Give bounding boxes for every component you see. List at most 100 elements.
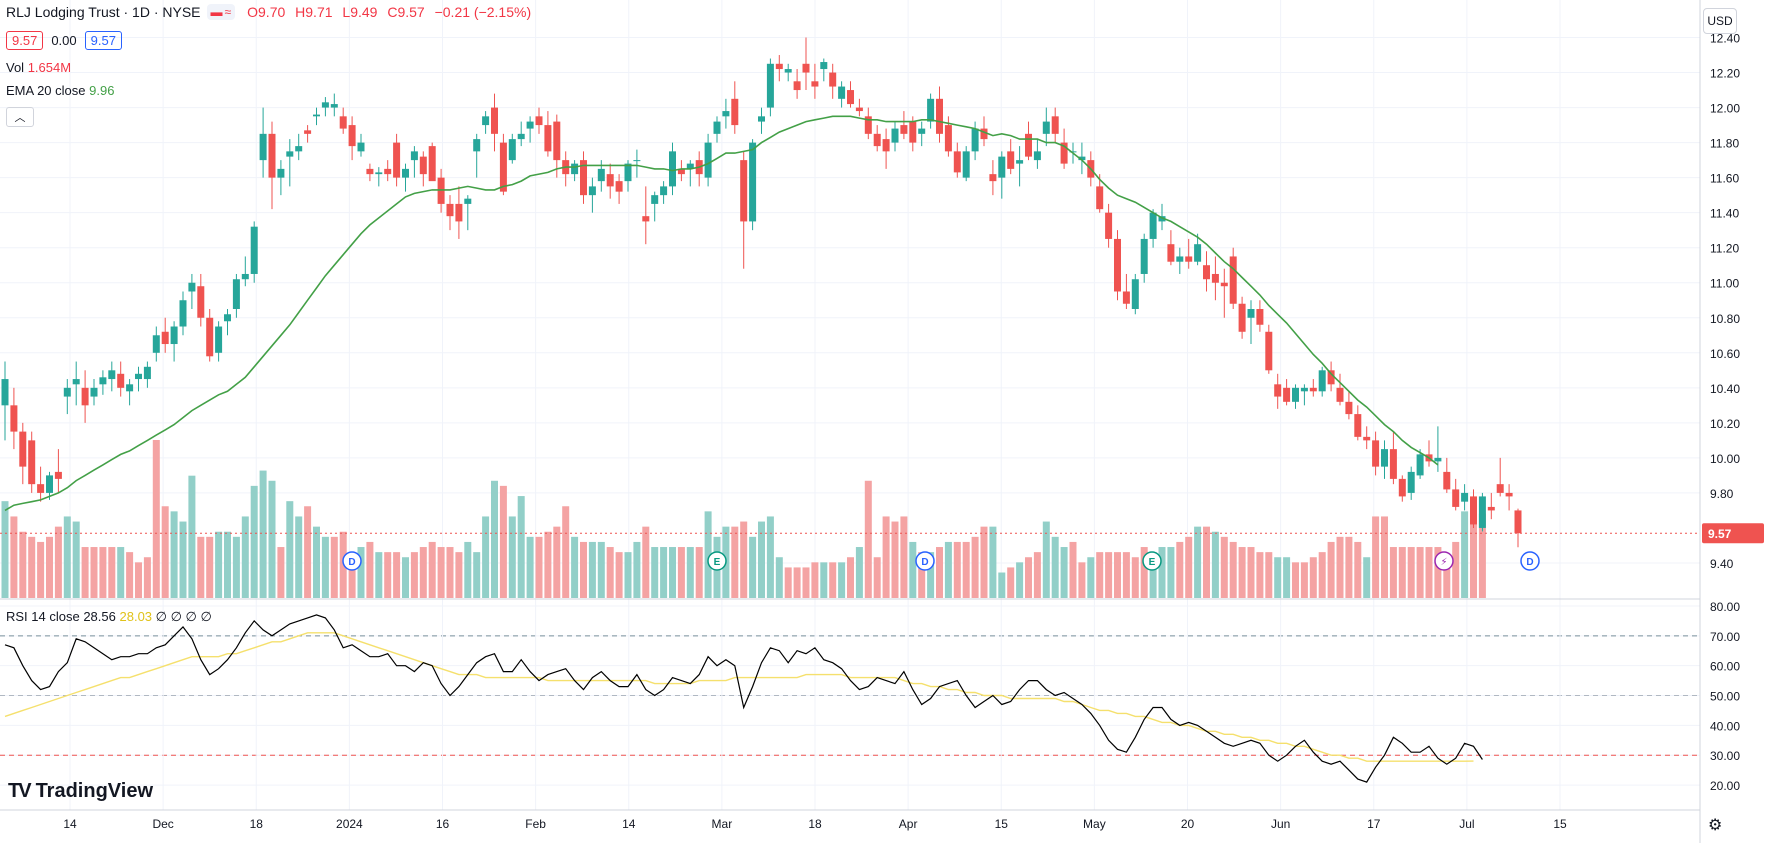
volume-bar: [330, 536, 338, 598]
time-tick-label: Feb: [525, 817, 546, 831]
volume-bar: [143, 557, 151, 598]
volume-bar: [464, 541, 472, 598]
candle-body: [81, 387, 89, 406]
price-tick-label: 9.40: [1710, 557, 1734, 571]
volume-bar: [615, 552, 623, 598]
volume-bar: [1265, 552, 1273, 598]
volume-bar: [224, 531, 231, 598]
rsi-legend[interactable]: RSI 14 close 28.56 28.03 ∅ ∅ ∅ ∅: [6, 609, 212, 625]
currency-button[interactable]: USD: [1703, 8, 1737, 34]
volume-bar: [1354, 541, 1362, 598]
volume-bar: [170, 511, 178, 598]
volume-bar: [135, 562, 142, 598]
symbol-title[interactable]: RLJ Lodging Trust · 1D · NYSE: [6, 4, 201, 20]
candle-body: [615, 181, 623, 192]
high-value: H9.71: [295, 4, 333, 20]
collapse-legend-button[interactable]: ︿: [6, 107, 34, 127]
volume-legend[interactable]: Vol 1.654M: [6, 60, 71, 75]
candle-body: [357, 142, 365, 152]
candle-body: [19, 431, 27, 467]
candle-body: [1042, 121, 1050, 134]
symbol-header[interactable]: RLJ Lodging Trust · 1D · NYSE ▬ ≈ O9.70 H…: [6, 4, 531, 20]
candle-body: [393, 142, 401, 178]
volume-bar: [232, 536, 240, 598]
candle-body: [1185, 256, 1193, 262]
ema-legend[interactable]: EMA 20 close 9.96: [6, 83, 114, 98]
candle-body: [90, 387, 98, 397]
candle-body: [321, 102, 329, 108]
volume-bar: [188, 475, 196, 598]
candle-body: [1194, 244, 1202, 262]
candle-body: [37, 484, 45, 493]
volume-bar: [46, 536, 53, 598]
volume-bar: [731, 526, 739, 598]
price-tick-label: 10.40: [1710, 382, 1740, 396]
time-tick-label: Apr: [899, 817, 918, 831]
volume-bar: [900, 516, 908, 598]
candle-body: [1443, 471, 1451, 490]
price-tick-label: 11.60: [1710, 172, 1739, 186]
candle-body: [197, 286, 205, 318]
candle-body: [259, 133, 267, 161]
volume-bar: [393, 552, 401, 598]
candle-body: [704, 142, 712, 178]
candle-body: [1078, 156, 1086, 161]
header-pill[interactable]: ▬ ≈: [206, 4, 236, 20]
last-price-box: [1702, 523, 1764, 544]
candle-body: [802, 63, 810, 73]
volume-bar: [740, 521, 748, 598]
volume-bar: [677, 547, 685, 598]
candle-body: [642, 216, 650, 222]
volume-bar: [962, 541, 970, 598]
rsi-extra: ∅ ∅ ∅ ∅: [155, 609, 212, 624]
volume-bar: [758, 521, 765, 598]
candle-body: [998, 156, 1006, 178]
time-tick-label: 17: [1367, 817, 1381, 831]
candle-body: [63, 387, 71, 397]
brand-name: TradingView: [35, 780, 154, 802]
candle-body: [1167, 244, 1175, 262]
volume-bar: [1363, 557, 1371, 598]
candle-body: [953, 151, 961, 173]
candle-body: [633, 160, 641, 162]
ask-box[interactable]: 9.57: [84, 31, 122, 50]
candle-body: [962, 151, 970, 178]
candle-body: [1407, 471, 1415, 493]
volume-bar: [651, 547, 659, 598]
candle-body: [419, 156, 427, 175]
time-tick-label: 2024: [336, 817, 363, 831]
bid-box[interactable]: 9.57: [6, 31, 44, 50]
volume-bar: [1274, 557, 1282, 598]
time-tick-label: May: [1083, 817, 1106, 831]
candle-body: [571, 163, 579, 175]
tradingview-logo[interactable]: TV TradingView: [8, 780, 153, 803]
volume-bar: [624, 552, 632, 598]
event-marker-dividend: [1520, 551, 1540, 571]
volume-bar: [259, 470, 267, 598]
volume-bar: [1372, 516, 1380, 598]
candle-body: [215, 326, 223, 353]
price-tick-label: 11.80: [1710, 137, 1739, 151]
candle-body: [1131, 279, 1139, 309]
price-tick-label: 12.20: [1710, 67, 1740, 81]
volume-bar: [1398, 547, 1406, 598]
candle-body: [1247, 309, 1255, 318]
event-marker-dividend: [915, 551, 935, 571]
volume-bar: [1167, 547, 1175, 598]
volume-bar: [37, 541, 45, 598]
candle-body: [944, 125, 952, 152]
volume-bar: [482, 516, 490, 598]
candle-body: [277, 168, 285, 178]
volume-bar: [873, 557, 881, 598]
time-tick-label: 14: [63, 817, 77, 831]
volume-bar: [802, 567, 810, 598]
volume-bar: [784, 567, 792, 598]
settings-gear-icon[interactable]: ⚙: [1708, 817, 1723, 834]
volume-bar: [936, 547, 943, 598]
candle-body: [46, 475, 53, 493]
volume-bar: [90, 547, 98, 598]
volume-bar: [108, 547, 116, 598]
